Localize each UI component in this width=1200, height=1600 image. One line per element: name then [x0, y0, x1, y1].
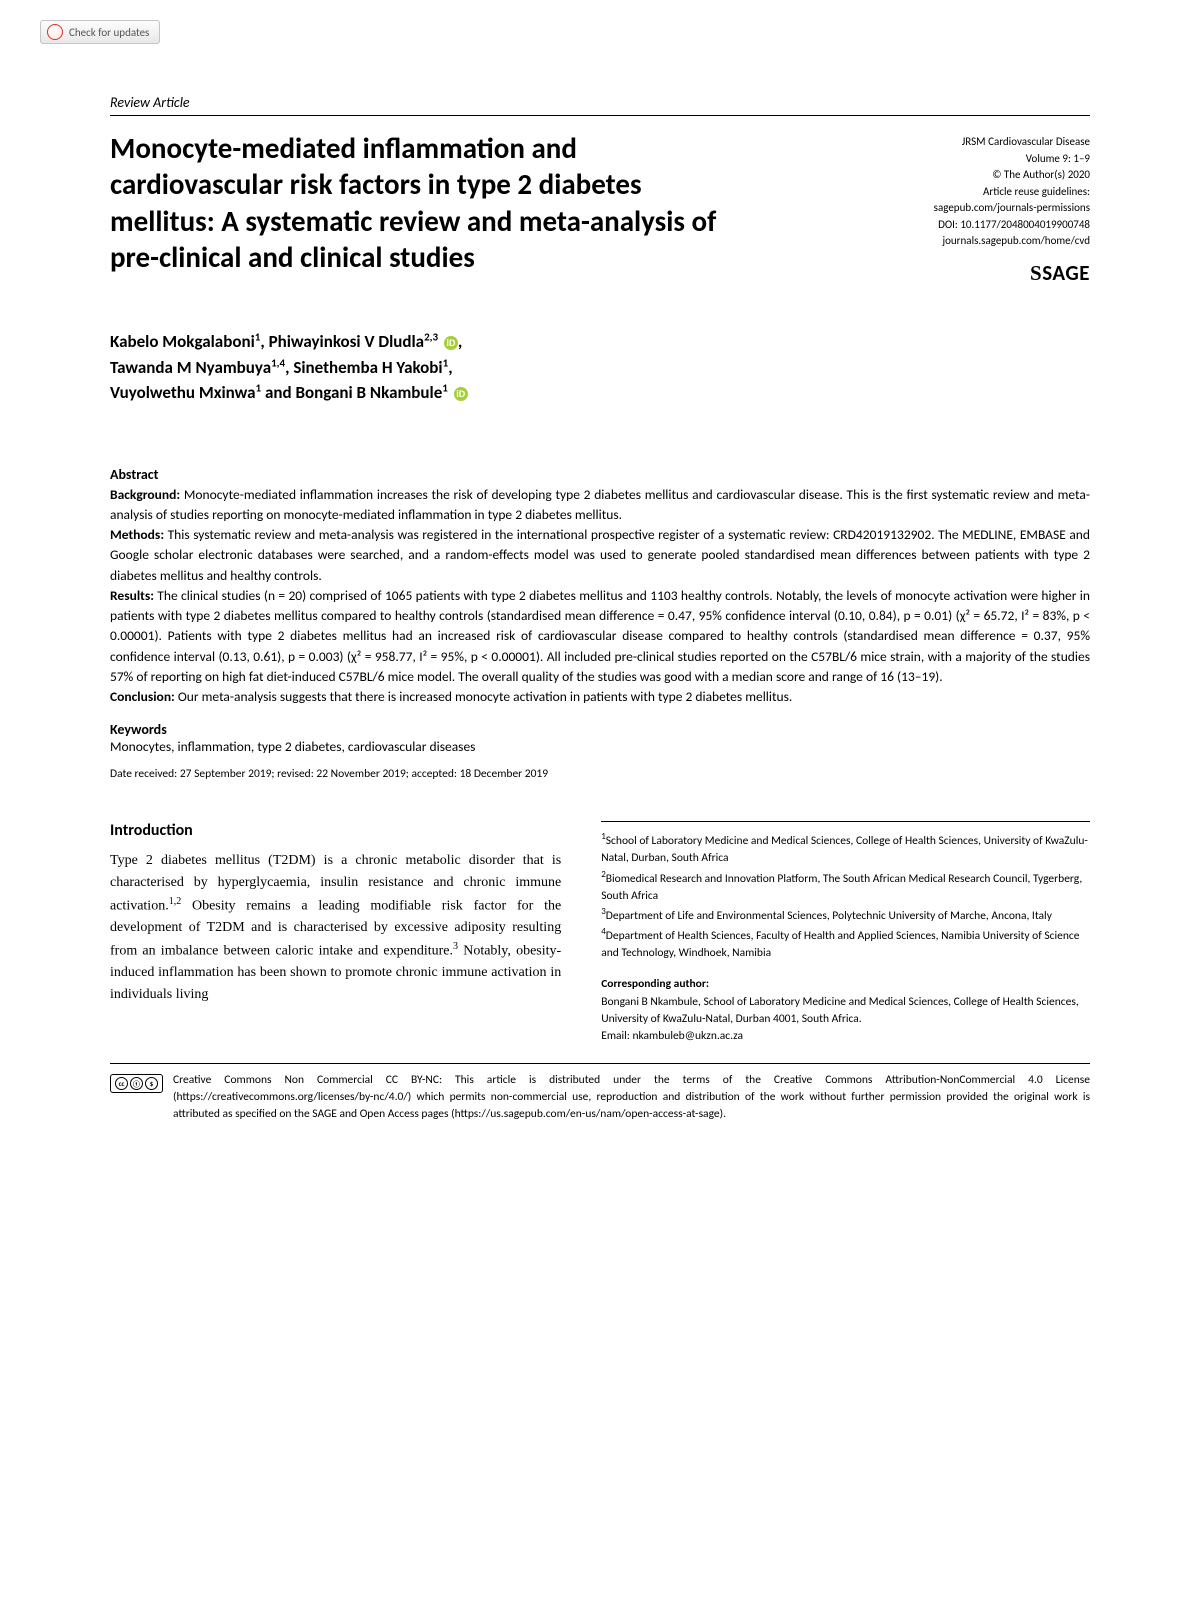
check-updates-label: Check for updates: [69, 26, 149, 39]
license-text: Creative Commons Non Commercial CC BY-NC…: [173, 1072, 1090, 1122]
copyright: © The Author(s) 2020: [934, 167, 1090, 184]
affiliation-1: 1School of Laboratory Medicine and Medic…: [601, 830, 1090, 867]
top-rule: [110, 115, 1090, 116]
methods-label: Methods:: [110, 526, 164, 543]
license-row: cc①$ Creative Commons Non Commercial CC …: [110, 1072, 1090, 1122]
background-text: Monocyte-mediated inflammation increases…: [110, 486, 1090, 523]
keywords-body: Monocytes, inflammation, type 2 diabetes…: [110, 738, 1090, 755]
methods-text: This systematic review and meta-analysis…: [110, 526, 1090, 584]
authors-list: Kabelo Mokgalaboni1, Phiwayinkosi V Dlud…: [110, 329, 1090, 406]
corresponding-heading: Corresponding author:: [601, 976, 1090, 993]
abstract-heading: Abstract: [110, 466, 1090, 483]
journal-url: journals.sagepub.com/home/cvd: [934, 233, 1090, 250]
crossmark-icon: [47, 24, 63, 40]
conclusion-text: Our meta-analysis suggests that there is…: [175, 688, 793, 705]
affiliation-4: 4Department of Health Sciences, Faculty …: [601, 925, 1090, 962]
footer-rule: [110, 1063, 1090, 1064]
background-label: Background:: [110, 486, 180, 503]
reuse-label: Article reuse guidelines:: [934, 184, 1090, 201]
abstract-body: Background: Monocyte-mediated inflammati…: [110, 485, 1090, 708]
conclusion-label: Conclusion:: [110, 688, 175, 705]
sage-logo: SSAGESAGE: [934, 258, 1090, 290]
article-type: Review Article: [110, 94, 1090, 111]
corresponding-body: Bongani B Nkambule, School of Laboratory…: [601, 994, 1090, 1029]
article-title: Monocyte-mediated inflammation and cardi…: [110, 130, 750, 275]
check-updates-button[interactable]: Check for updates: [40, 20, 160, 44]
introduction-body: Type 2 diabetes mellitus (T2DM) is a chr…: [110, 850, 561, 1005]
corresponding-email: Email: nkambuleb@ukzn.ac.za: [601, 1028, 1090, 1045]
keywords-heading: Keywords: [110, 721, 1090, 738]
reuse-url: sagepub.com/journals-permissions: [934, 200, 1090, 217]
introduction-heading: Introduction: [110, 821, 561, 840]
results-label: Results:: [110, 587, 154, 604]
journal-name: JRSM Cardiovascular Disease: [934, 134, 1090, 151]
volume-info: Volume 9: 1–9: [934, 151, 1090, 168]
journal-meta: JRSM Cardiovascular Disease Volume 9: 1–…: [934, 134, 1090, 289]
affiliation-2: 2Biomedical Research and Innovation Plat…: [601, 868, 1090, 905]
cc-by-nc-icon: cc①$: [110, 1074, 163, 1093]
article-dates: Date received: 27 September 2019; revise…: [110, 767, 1090, 781]
results-text: The clinical studies (n = 20) comprised …: [110, 587, 1090, 685]
affiliation-3: 3Department of Life and Environmental Sc…: [601, 905, 1090, 925]
doi: DOI: 10.1177/2048004019900748: [934, 217, 1090, 234]
